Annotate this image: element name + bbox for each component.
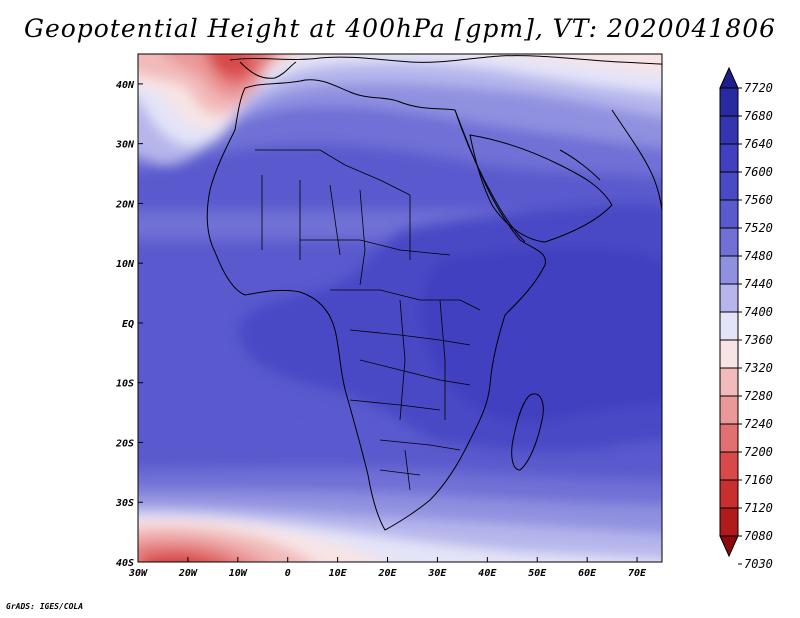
colorbar-label: 7320 [744,361,773,375]
lat-tick-label: 40N [116,80,135,91]
colorbar-label: 7360 [744,333,773,347]
colorbar-box [719,199,739,229]
map-title: Geopotential Height at 400hPa [gpm], VT:… [23,14,777,43]
colorbar-box [719,227,739,257]
lat-tick-label: 30N [115,140,135,151]
colorbar-label: 7240 [744,417,773,431]
persian-gulf [559,149,601,181]
lat-tick-label: 30S [115,498,134,509]
colorbar-label: 7480 [744,249,773,263]
colorbar-label: 7600 [744,165,773,179]
lon-tick-label: 20E [377,568,397,579]
lat-tick-label: 40S [116,558,134,569]
colorbar-box [719,339,739,369]
lon-tick-label: 0 [285,568,291,579]
lon-tick-label: 70E [628,568,647,579]
lat-tick-label: 20S [115,438,134,449]
colorbar-label: 7160 [744,473,773,487]
india [611,109,662,240]
colorbar-box [719,87,739,117]
country-borders [255,149,481,491]
colorbar-box [719,507,739,537]
colorbar-box [719,115,739,145]
red-sea [454,109,526,243]
lon-tick-label: 50E [528,568,547,579]
latitude-axis: 40S 30S 20S 10S EQ 10N 20N 30N 40N [115,80,143,569]
colorbar-bottom-arrow [719,535,739,558]
lat-tick-label: 20N [115,199,135,210]
colorbar: 7720 7680 7640 7600 7560 7520 7480 7440 7400 7360… [719,66,773,571]
colorbar-label: 7520 [744,221,773,235]
colorbar-label: 7200 [744,445,773,459]
lon-tick-label: 10E [329,568,348,579]
lon-tick-label: 10W [229,568,248,579]
map-frame [137,53,663,563]
europe [229,55,662,65]
colorbar-label: 7560 [744,193,773,207]
lat-tick-label: 10N [116,259,135,270]
colorbar-label: 7720 [744,81,773,95]
arabia [469,134,613,243]
height-field [138,54,662,562]
colorbar-box [719,311,739,341]
colorbar-box [719,171,739,201]
lat-tick-label: 10S [116,379,134,390]
lon-tick-label: 30W [128,568,148,579]
longitude-axis: 30W 20W 10W 0 10E 20E 30E 40E 50E 60E 70E [128,557,647,579]
lat-tick-label: EQ [122,319,134,330]
coastline-layer [206,55,662,531]
colorbar-box [719,143,739,173]
colorbar-box [719,367,739,397]
colorbar-label: 7680 [744,109,773,123]
lon-tick-label: 60E [578,568,597,579]
lon-tick-label: 30E [427,568,447,579]
colorbar-label: 7120 [744,501,773,515]
grads-credit: GrADS: IGES/COLA [6,602,84,611]
colorbar-box [719,283,739,313]
colorbar-label: 7280 [744,389,773,403]
lon-tick-label: 20W [178,568,198,579]
iberia [239,61,297,79]
colorbar-box [719,479,739,509]
colorbar-label: 7030 [744,557,773,571]
madagascar [511,393,544,471]
colorbar-label: 7400 [744,305,773,319]
africa-coastline [206,79,546,531]
colorbar-box [719,451,739,481]
colorbar-box [719,255,739,285]
colorbar-label: 7640 [744,137,773,151]
colorbar-box [719,395,739,425]
colorbar-top-arrow [719,66,739,89]
colorbar-label: 7080 [744,529,773,543]
colorbar-label: 7440 [744,277,773,291]
colorbar-box [719,423,739,453]
lon-tick-label: 40E [478,568,497,579]
